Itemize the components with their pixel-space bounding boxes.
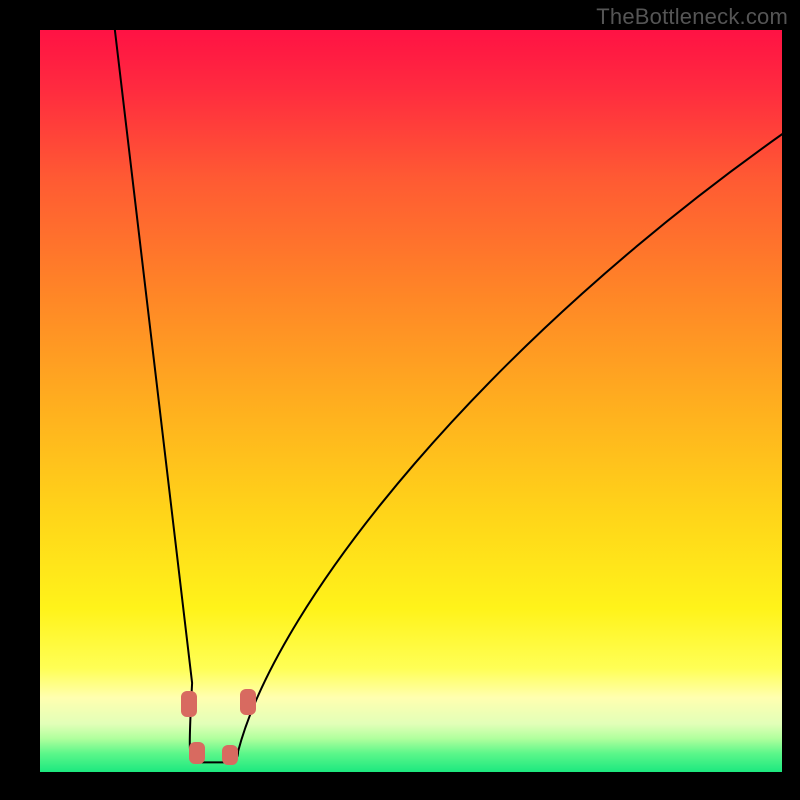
curve-layer bbox=[40, 30, 782, 772]
bottleneck-curve bbox=[110, 30, 782, 762]
chart-frame: TheBottleneck.com bbox=[0, 0, 800, 800]
curve-marker-2 bbox=[222, 745, 238, 765]
watermark-label: TheBottleneck.com bbox=[596, 4, 788, 30]
plot-area bbox=[40, 30, 782, 772]
curve-marker-3 bbox=[240, 689, 256, 715]
curve-marker-0 bbox=[181, 691, 197, 717]
curve-marker-1 bbox=[189, 742, 205, 764]
